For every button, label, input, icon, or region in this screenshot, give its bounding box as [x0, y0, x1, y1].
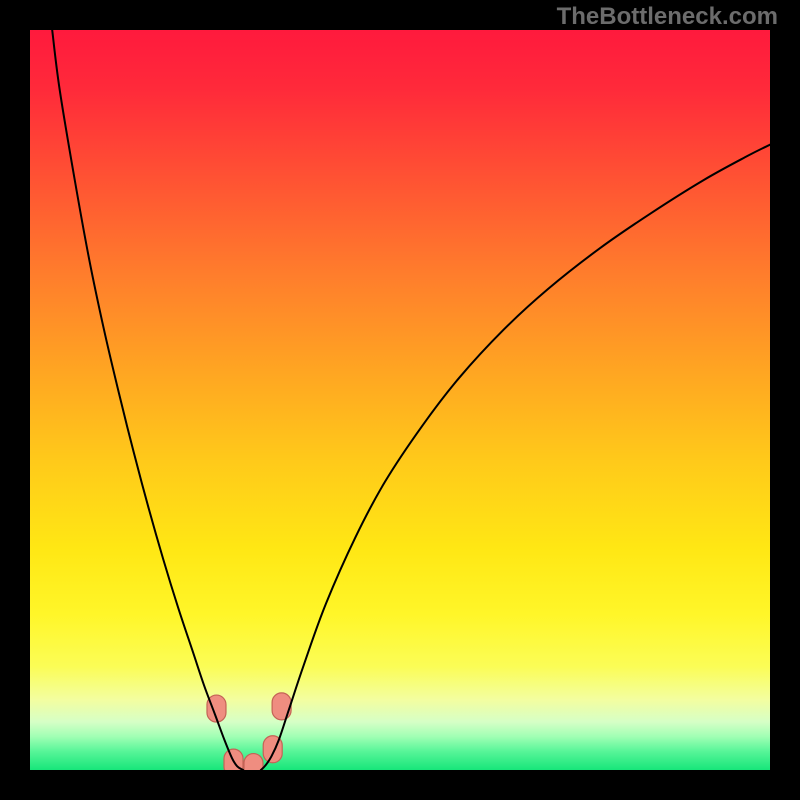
chart-background — [30, 30, 770, 770]
stage: TheBottleneck.com — [0, 0, 800, 800]
bottleneck-curve-chart — [30, 30, 770, 770]
curve-marker — [244, 754, 263, 770]
watermark-text: TheBottleneck.com — [557, 3, 778, 31]
chart-area — [30, 30, 770, 770]
curve-marker — [272, 693, 291, 720]
